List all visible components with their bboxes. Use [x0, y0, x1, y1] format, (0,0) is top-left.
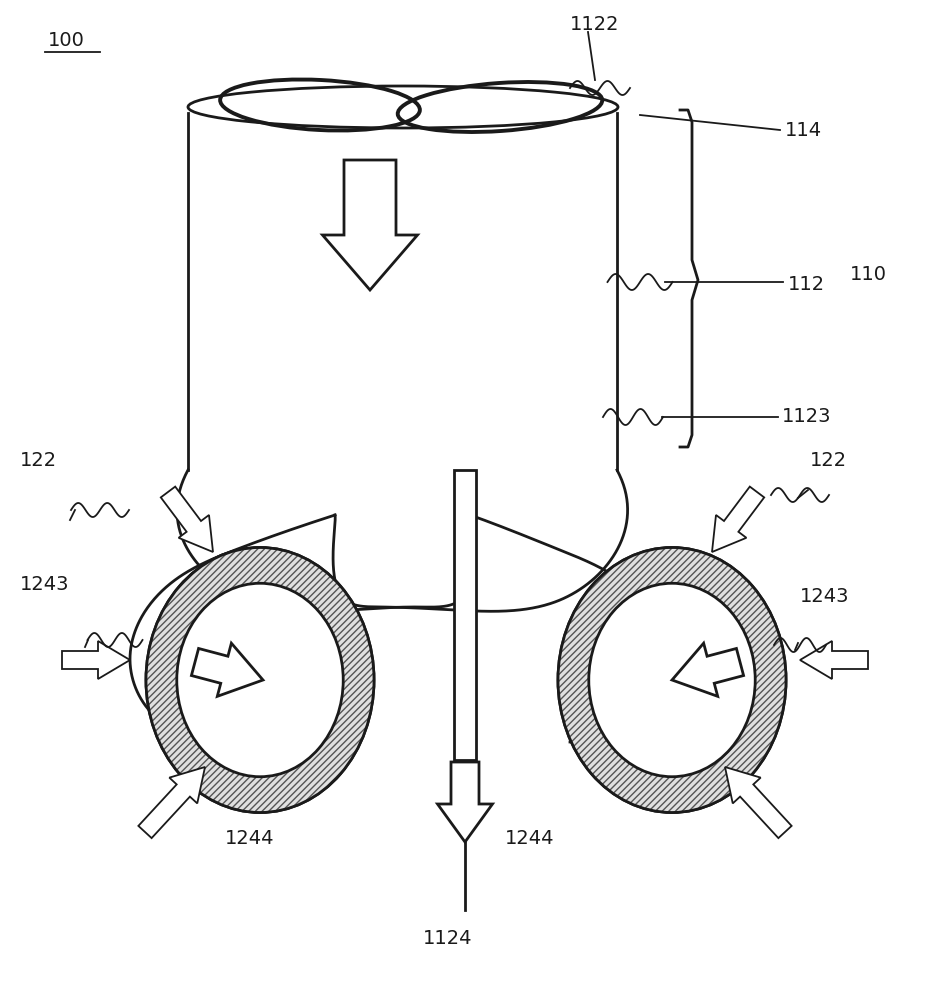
Text: 1244: 1244 [225, 828, 274, 848]
Text: 112: 112 [788, 275, 825, 294]
Text: 122: 122 [810, 450, 847, 470]
Text: 1243: 1243 [20, 576, 70, 594]
Polygon shape [161, 487, 213, 552]
Polygon shape [725, 767, 791, 838]
Ellipse shape [589, 583, 755, 777]
Bar [454, 470, 476, 760]
Polygon shape [800, 641, 868, 679]
Ellipse shape [558, 548, 786, 812]
Text: 1123: 1123 [782, 408, 831, 426]
Text: 122: 122 [20, 450, 57, 470]
Polygon shape [139, 767, 205, 838]
Ellipse shape [177, 583, 343, 777]
Ellipse shape [558, 548, 786, 812]
Ellipse shape [146, 548, 374, 812]
Ellipse shape [146, 548, 374, 812]
Polygon shape [192, 643, 263, 696]
Polygon shape [712, 487, 764, 552]
Text: 110: 110 [850, 265, 887, 284]
Text: 100: 100 [48, 30, 85, 49]
Polygon shape [62, 641, 130, 679]
Polygon shape [672, 643, 744, 696]
Text: 1243: 1243 [800, 587, 849, 606]
Polygon shape [437, 762, 493, 842]
Text: 1122: 1122 [570, 15, 619, 34]
Polygon shape [323, 160, 418, 290]
Text: 1124: 1124 [423, 928, 472, 948]
Text: 1244: 1244 [505, 828, 554, 848]
Text: 114: 114 [785, 120, 822, 139]
